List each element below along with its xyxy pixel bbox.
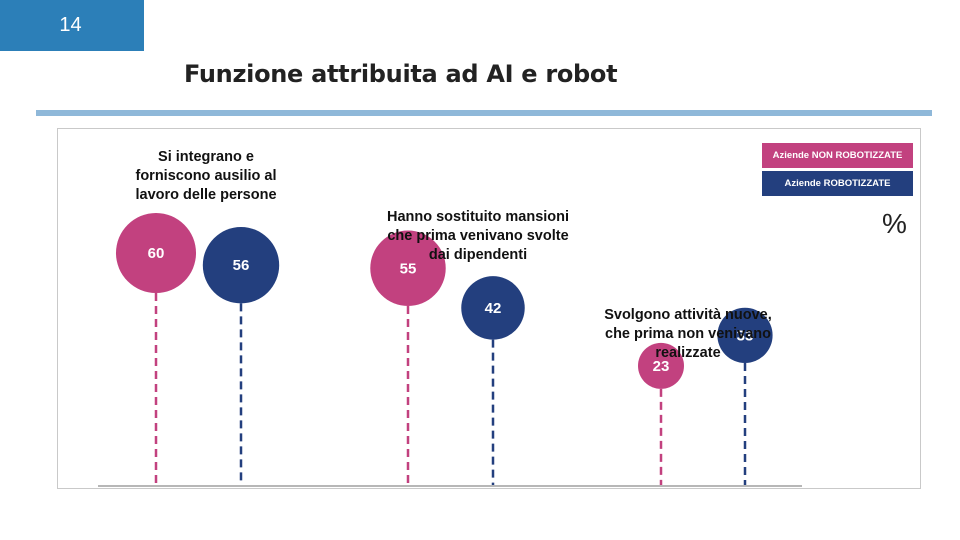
bubble-0-1 [370,230,446,306]
category-label-2-line-2: realizzate [655,345,721,361]
bubble-1-1 [461,276,525,340]
bubble-0-0 [115,212,197,294]
value-label-1-1: 42 [485,300,502,317]
legend-robotizzate: Aziende ROBOTIZZATE [762,171,913,196]
bubble-1-2 [717,307,773,363]
title-divider [36,110,932,116]
value-label-0-2: 23 [653,358,670,375]
category-label-1: Hanno sostituito mansioni che prima veni… [358,208,598,265]
category-label-2-line-0: Svolgono attività nuove, [604,307,772,323]
value-label-1-0: 56 [233,257,250,274]
bubble-1-0 [202,227,280,304]
bubble-0-2 [638,342,684,389]
category-label-0-line-1: forniscono ausilio al [135,168,277,184]
category-label-0-line-0: Si integrano e [158,149,254,165]
category-label-2: Svolgono attività nuove, che prima non v… [578,306,798,363]
page-number-badge: 14 [0,0,144,51]
legend-non-robotizzate: Aziende NON ROBOTIZZATE [762,143,913,168]
category-label-0-line-2: lavoro delle persone [135,187,277,203]
value-label-0-0: 60 [148,245,165,262]
unit-percent-label: % [882,208,907,239]
value-label-0-1: 55 [400,260,417,277]
category-label-1-line-1: che prima venivano svolte [387,228,569,244]
page-number: 14 [59,14,82,36]
category-label-2-line-1: che prima non venivano [605,326,771,342]
category-label-1-line-0: Hanno sostituito mansioni [386,209,570,225]
value-label-1-2: 33 [737,327,754,344]
page-title: Funzione attribuita ad AI e robot [184,60,618,88]
category-label-1-line-2: dai dipendenti [428,247,528,263]
category-label-0: Si integrano e forniscono ausilio al lav… [106,148,306,205]
